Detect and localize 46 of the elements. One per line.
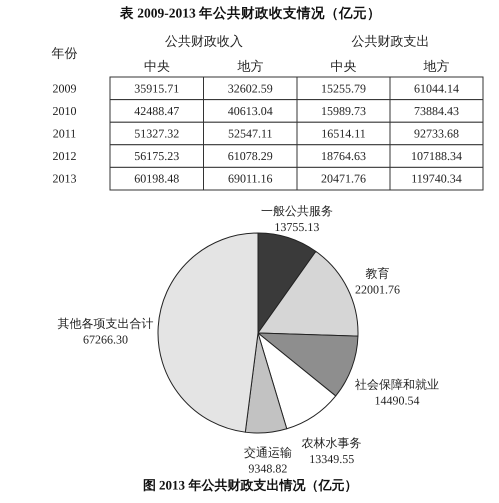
- data-label: 92733.68: [414, 126, 459, 140]
- data-label: 40613.04: [228, 104, 273, 118]
- data-label: 119740.34: [411, 172, 462, 186]
- data-label: 52547.11: [228, 126, 273, 140]
- slice-label: 其他各项支出合计: [58, 316, 154, 330]
- x-tick-label: 中央: [144, 58, 170, 74]
- x-axis-title: 公共财政收入: [165, 34, 243, 48]
- data-label: 107188.34: [411, 149, 462, 164]
- x-tick-label: 地方: [422, 58, 450, 74]
- x-tick-label: 中央: [330, 58, 356, 74]
- data-label: 32602.59: [228, 81, 273, 96]
- data-label: 51327.32: [134, 126, 180, 140]
- y-tick-label: 2009: [52, 81, 76, 96]
- data-label: 13349.55: [309, 452, 354, 466]
- y-tick-label: 2012: [52, 149, 76, 164]
- data-label: 67266.30: [83, 332, 128, 346]
- data-label: 42488.47: [134, 104, 180, 118]
- slice-label: 社会保障和就业: [354, 378, 439, 392]
- data-label: 35915.71: [134, 81, 180, 96]
- data-label: 60198.48: [134, 172, 180, 186]
- data-label: 16514.11: [321, 126, 366, 140]
- data-label: 14490.54: [374, 394, 420, 408]
- y-axis-title: 年份: [52, 46, 78, 60]
- x-tick-label: 地方: [236, 58, 264, 74]
- data-label: 73884.43: [414, 104, 459, 118]
- slice-label: 交通运输: [244, 446, 292, 460]
- data-label: 13755.13: [274, 220, 320, 234]
- slice-label: 教育: [366, 266, 390, 281]
- slice-label: 一般公共服务: [260, 204, 333, 218]
- data-label: 15989.73: [321, 104, 366, 118]
- text: 图 2013 年公共财政支出情况（亿元）: [142, 478, 358, 493]
- data-label: 61044.14: [414, 81, 459, 96]
- data-label: 69011.16: [228, 172, 273, 186]
- data-label: 15255.79: [321, 81, 366, 96]
- data-label: 61078.29: [228, 149, 273, 164]
- slice-label: 农林水事务: [302, 436, 362, 450]
- data-label: 20471.76: [321, 172, 366, 186]
- chart-title: 表 2009-2013 年公共财政收支情况（亿元）: [118, 6, 382, 20]
- data-label: 22001.76: [355, 282, 400, 297]
- x-axis-title: 公共财政支出: [352, 34, 430, 48]
- data-label: 56175.23: [134, 149, 180, 164]
- y-tick-label: 2013: [52, 172, 76, 186]
- y-tick-label: 2010: [52, 104, 76, 118]
- data-label: 18764.63: [321, 149, 366, 164]
- y-tick-label: 2011: [52, 126, 76, 140]
- data-label: 9348.82: [248, 462, 288, 476]
